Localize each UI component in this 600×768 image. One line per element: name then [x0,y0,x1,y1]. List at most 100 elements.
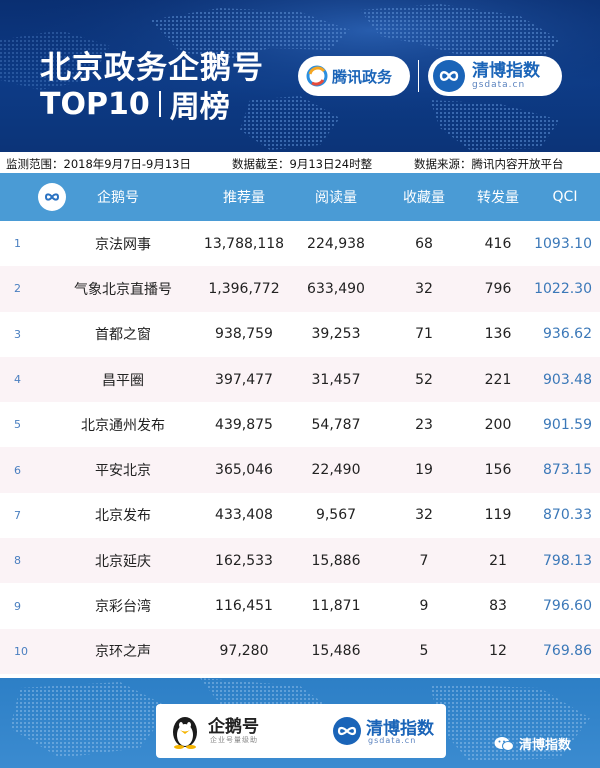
qingbo-infinity-icon [433,60,465,92]
column-header-read: 阅读量 [315,190,357,206]
account-name: 京彩台湾 [95,599,151,616]
fav-count: 71 [415,326,433,343]
table-row: 8 北京延庆 162,533 15,886 7 21 798.13 [0,538,600,584]
qci-score: 873.15 [543,462,592,479]
read-count: 224,938 [307,235,365,252]
wechat-account-name: 清博指数 [519,738,572,753]
fav-count: 5 [419,643,429,660]
account-name: 昌平圈 [102,372,144,389]
data-source: 数据来源：腾讯内容开放平台 [414,157,564,171]
table-header: 企鹅号 推荐量 阅读量 收藏量 转发量 QCI [0,173,600,221]
qci-score: 1093.10 [534,235,592,252]
forward-count: 156 [484,462,512,479]
recommend-count: 97,280 [219,643,269,660]
forward-count: 21 [489,552,507,569]
fav-count: 7 [419,552,429,569]
table-row: 2 气象北京直播号 1,396,772 633,490 32 796 1022.… [0,266,600,312]
wechat-icon [494,736,514,751]
forward-count: 119 [484,507,512,524]
read-count: 633,490 [307,280,365,297]
fav-count: 23 [415,416,433,433]
forward-count: 12 [489,643,507,660]
forward-count: 416 [484,235,512,252]
info-bar: 监测范围：2018年9月7日-9月13日 数据截至：9月13日24时整 数据来源… [0,154,600,172]
account-name: 平安北京 [95,463,151,480]
rank: 9 [14,599,21,613]
read-count: 9,567 [315,507,357,524]
tencent-gov-logo-text: 腾讯政务 [332,67,393,86]
rank: 7 [14,508,21,522]
table-row: 5 北京通州发布 439,875 54,787 23 200 901.59 [0,402,600,448]
title-separator [158,91,161,117]
read-count: 31,457 [311,371,361,388]
recommend-count: 439,875 [215,416,273,433]
column-header-qci: QCI [552,189,578,205]
table-header-logo [38,183,66,211]
forward-count: 136 [484,326,512,343]
table-row: 1 京法网事 13,788,118 224,938 68 416 1093.10 [0,221,600,267]
account-name: 北京通州发布 [81,417,165,434]
qingbo-logo-domain: gsdata.cn [472,79,526,90]
account-name: 首都之窗 [95,327,151,344]
qingbo-logo: 清博指数 gsdata.cn [428,56,562,96]
qingbo-infinity-icon [44,193,60,201]
recommend-count: 13,788,118 [203,235,285,252]
recommend-count: 938,759 [215,326,273,343]
rank: 2 [14,282,21,296]
qingbo-infinity-icon [333,717,361,745]
table-row: 6 平安北京 365,046 22,490 19 156 873.15 [0,447,600,493]
column-header-forward: 转发量 [477,190,519,206]
forward-count: 796 [484,280,512,297]
qci-score: 901.59 [543,416,592,433]
page-title: 北京政务企鹅号 [40,50,264,86]
qingbo-footer-domain: gsdata.cn [368,736,417,745]
fav-count: 32 [415,507,433,524]
rank: 8 [14,554,21,568]
column-header-recommend: 推荐量 [223,190,265,206]
qci-score: 870.33 [543,507,592,524]
rank: 6 [14,463,21,477]
qingbo-footer-text: 清博指数 [366,719,434,739]
qci-score: 1022.30 [534,280,592,297]
tencent-swirl-icon [306,65,328,87]
recommend-count: 433,408 [215,507,273,524]
table-row: 9 京彩台湾 116,451 11,871 9 83 796.60 [0,583,600,629]
forward-count: 200 [484,416,512,433]
column-header-name: 企鹅号 [97,190,139,206]
fav-count: 32 [415,280,433,297]
monitor-range: 监测范围：2018年9月7日-9月13日 [6,157,191,171]
tencent-gov-logo: 腾讯政务 [298,56,410,96]
read-count: 11,871 [311,598,361,615]
read-count: 15,486 [311,643,361,660]
read-count: 15,886 [311,552,361,569]
account-name: 北京延庆 [95,553,151,570]
rank: 10 [14,644,28,658]
column-header-fav: 收藏量 [403,190,445,206]
recommend-count: 116,451 [215,598,273,615]
rank: 4 [14,373,21,387]
wechat-account-label: 清博指数 [494,734,571,753]
qci-score: 798.13 [543,552,592,569]
account-name: 京环之声 [95,644,151,661]
header-banner: 北京政务企鹅号 TOP10 周榜 腾讯政务 清博指数 gsdata.cn [0,0,600,152]
read-count: 54,787 [311,416,361,433]
penguin-brand-text: 企鹅号 [208,717,259,737]
table-row: 3 首都之窗 938,759 39,253 71 136 936.62 [0,311,600,357]
data-cutoff: 数据截至：9月13日24时整 [232,157,373,171]
fav-count: 68 [415,235,433,252]
table-row: 7 北京发布 433,408 9,567 32 119 870.33 [0,492,600,539]
read-count: 22,490 [311,462,361,479]
qci-score: 796.60 [543,598,592,615]
rank: 1 [14,237,21,251]
world-map-background [10,678,590,762]
fav-count: 19 [415,462,433,479]
qci-score: 936.62 [543,326,592,343]
footer-logo-card: 企鹅号 企业号量级助 清博指数 gsdata.cn [156,704,446,758]
forward-count: 221 [484,371,512,388]
recommend-count: 162,533 [215,552,273,569]
qci-score: 769.86 [543,643,592,660]
qci-score: 903.48 [543,371,592,388]
table-row: 10 京环之声 97,280 15,486 5 12 769.86 [0,628,600,674]
fav-count: 52 [415,371,433,388]
recommend-count: 1,396,772 [208,280,280,297]
